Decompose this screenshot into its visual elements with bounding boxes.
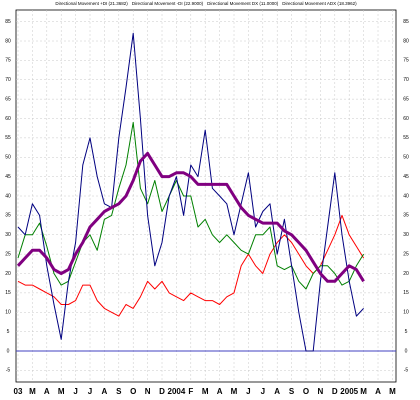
y-tick-label: 35 bbox=[5, 213, 11, 219]
y-tick-label-right: 85 bbox=[403, 19, 409, 25]
y-tick-label: -5 bbox=[6, 368, 11, 374]
y-tick-label-right: 5 bbox=[405, 329, 408, 335]
x-tick-label: F bbox=[188, 387, 193, 396]
legend-entry: Directional Movement DX (11.0000) bbox=[207, 1, 279, 6]
y-tick-label: 5 bbox=[7, 329, 10, 335]
series-line bbox=[17, 32, 364, 352]
x-tick-label: M bbox=[231, 387, 238, 396]
y-tick-label: 10 bbox=[5, 310, 11, 316]
y-tick-label: 50 bbox=[5, 155, 11, 161]
x-tick-label: 03 bbox=[14, 387, 23, 396]
y-tick-label-right: 10 bbox=[403, 310, 409, 316]
y-tick-label-right: 55 bbox=[403, 135, 409, 141]
x-tick-label: N bbox=[145, 387, 151, 396]
x-tick-label: M bbox=[29, 387, 36, 396]
series-line bbox=[17, 214, 365, 317]
series-line bbox=[16, 151, 365, 283]
y-tick-label: 0 bbox=[7, 348, 10, 354]
y-tick-label-right: 80 bbox=[403, 38, 409, 44]
x-tick-label: D bbox=[332, 387, 338, 396]
x-tick-label: A bbox=[375, 387, 381, 396]
y-tick-label: 70 bbox=[5, 77, 11, 83]
legend-entry: Directional Movement ADX (18.3962) bbox=[282, 1, 357, 6]
y-tick-label: 55 bbox=[5, 135, 11, 141]
y-tick-label-right: 65 bbox=[403, 96, 409, 102]
x-tick-label: M bbox=[389, 387, 396, 396]
y-tick-label-right: 30 bbox=[403, 232, 409, 238]
y-tick-label-right: -5 bbox=[404, 368, 409, 374]
x-tick-label: 2004 bbox=[168, 387, 186, 396]
y-tick-label: 20 bbox=[5, 271, 11, 277]
y-tick-label-right: 20 bbox=[403, 271, 409, 277]
y-tick-label-right: 75 bbox=[403, 58, 409, 64]
x-tick-label: A bbox=[102, 387, 108, 396]
y-tick-label-right: 70 bbox=[403, 77, 409, 83]
x-tick-label: D bbox=[159, 387, 165, 396]
y-tick-label: 15 bbox=[5, 290, 11, 296]
x-tick-label: A bbox=[217, 387, 223, 396]
x-tick-label: A bbox=[44, 387, 50, 396]
y-tick-label-right: 0 bbox=[405, 348, 408, 354]
y-tick-label: 40 bbox=[5, 193, 11, 199]
y-tick-label: 25 bbox=[5, 251, 11, 257]
x-tick-label: 2005 bbox=[340, 387, 358, 396]
series-line bbox=[17, 121, 365, 290]
y-tick-label-right: 45 bbox=[403, 174, 409, 180]
x-tick-label: A bbox=[274, 387, 280, 396]
y-tick-label-right: 40 bbox=[403, 193, 409, 199]
x-tick-label: M bbox=[360, 387, 367, 396]
y-tick-label-right: 35 bbox=[403, 213, 409, 219]
x-tick-label: O bbox=[303, 387, 309, 396]
y-tick-label: 75 bbox=[5, 58, 11, 64]
x-tick-label: M bbox=[202, 387, 209, 396]
y-tick-label-right: 15 bbox=[403, 290, 409, 296]
legend: Directional Movement +DI (21.3682) Direct… bbox=[55, 1, 357, 6]
y-tick-label: 85 bbox=[5, 19, 11, 25]
y-tick-label: 60 bbox=[5, 116, 11, 122]
y-tick-label: 45 bbox=[5, 174, 11, 180]
x-tick-label: J bbox=[246, 387, 250, 396]
x-tick-label: N bbox=[318, 387, 324, 396]
y-tick-label: 30 bbox=[5, 232, 11, 238]
x-tick-label: M bbox=[58, 387, 65, 396]
y-tick-label-right: 25 bbox=[403, 251, 409, 257]
x-tick-label: O bbox=[130, 387, 136, 396]
x-tick-label: J bbox=[261, 387, 265, 396]
x-tick-label: J bbox=[73, 387, 77, 396]
y-tick-label: 80 bbox=[5, 38, 11, 44]
x-tick-label: S bbox=[116, 387, 122, 396]
y-tick-label-right: 50 bbox=[403, 155, 409, 161]
x-tick-label: J bbox=[88, 387, 92, 396]
legend-entry: Directional Movement -DI (22.9000) bbox=[132, 1, 204, 6]
legend-entry: Directional Movement +DI (21.3682) bbox=[55, 1, 128, 6]
y-tick-label-right: 60 bbox=[403, 116, 409, 122]
x-tick-label: S bbox=[289, 387, 295, 396]
y-tick-label: 65 bbox=[5, 96, 11, 102]
